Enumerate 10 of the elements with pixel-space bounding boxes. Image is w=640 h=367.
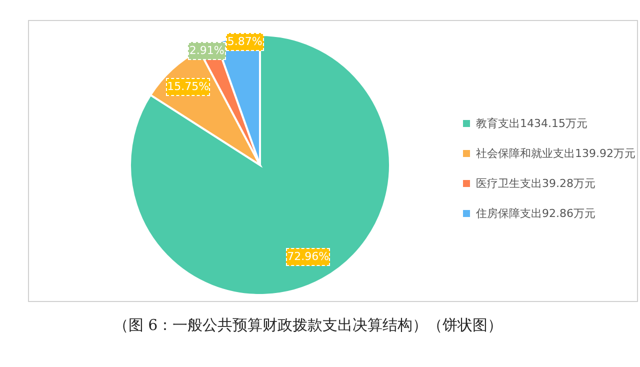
- text: 15.75%: [167, 80, 210, 94]
- text: 5.87%: [227, 35, 262, 48]
- legend-label: 住房保障支出92.86万元: [476, 206, 596, 220]
- legend-label: 医疗卫生支出39.28万元: [476, 176, 596, 190]
- text: 2.91%: [189, 44, 224, 57]
- legend-label: 社会保障和就业支出139.92万元: [476, 146, 636, 160]
- legend-label: 教育支出1434.15万元: [476, 116, 588, 130]
- pie-slice: [129, 34, 391, 296]
- text: 72.96%: [287, 250, 330, 263]
- text: （图 6：一般公共预算财政拨款支出决算结构）（饼状图）: [112, 316, 504, 335]
